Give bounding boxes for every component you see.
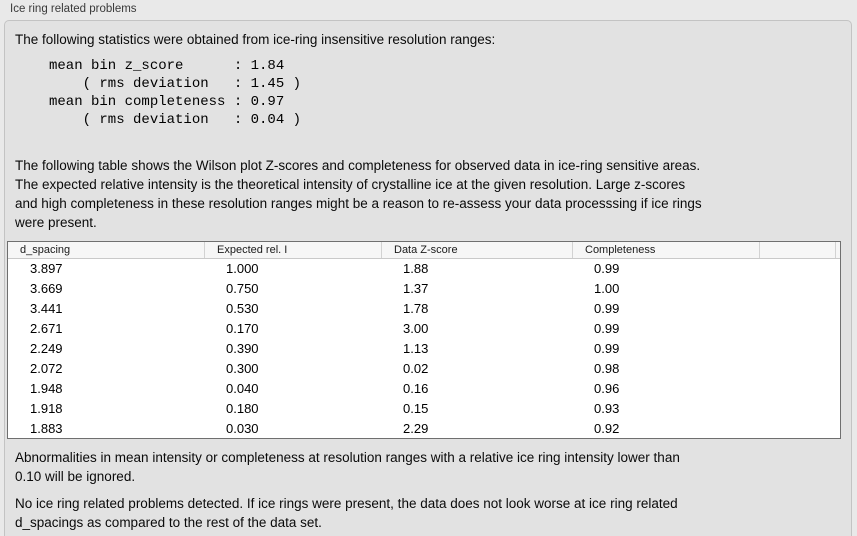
table-cell: 1.00 <box>594 281 620 296</box>
table-cell: 3.00 <box>403 321 429 336</box>
table-cell: 2.29 <box>403 421 429 436</box>
table-cell: 0.040 <box>226 381 259 396</box>
table-cell <box>835 319 840 339</box>
table-cell <box>759 299 835 319</box>
table-cell: 1.37 <box>403 281 429 296</box>
table-description-text: The following table shows the Wilson plo… <box>15 158 702 230</box>
table-row[interactable]: 3.669 0.750 1.37 1.00 <box>8 279 840 299</box>
table-cell: 3.441 <box>30 301 63 316</box>
column-header-data-z-score[interactable]: Data Z-score <box>381 242 572 258</box>
table-cell: 0.390 <box>226 341 259 356</box>
table-cell <box>835 419 840 438</box>
table-cell <box>835 299 840 319</box>
table-cell <box>835 379 840 399</box>
table-cell: 0.530 <box>226 301 259 316</box>
column-header-empty <box>835 242 840 258</box>
table-cell <box>835 359 840 379</box>
table-cell: 0.96 <box>594 381 620 396</box>
table-cell: 3.669 <box>30 281 63 296</box>
table-cell: 0.98 <box>594 361 620 376</box>
table-cell: 2.249 <box>30 341 63 356</box>
column-header-expected-rel-i[interactable]: Expected rel. I <box>204 242 381 258</box>
intro-text: The following statistics were obtained f… <box>15 32 496 47</box>
table-cell: 0.170 <box>226 321 259 336</box>
table-cell <box>835 339 840 359</box>
mean-bin-stats-block: mean bin z_score : 1.84 ( rms deviation … <box>49 58 302 128</box>
ice-ring-groupbox: The following statistics were obtained f… <box>4 20 852 536</box>
table-cell <box>759 379 835 399</box>
table-row[interactable]: 2.249 0.390 1.13 0.99 <box>8 339 840 359</box>
table-cell: 0.750 <box>226 281 259 296</box>
table-row[interactable]: 2.671 0.170 3.00 0.99 <box>8 319 840 339</box>
table-cell: 0.99 <box>594 321 620 336</box>
table-cell: 1.13 <box>403 341 429 356</box>
table-cell: 1.948 <box>30 381 63 396</box>
table-cell: 2.072 <box>30 361 63 376</box>
column-header-empty <box>759 242 835 258</box>
table-cell: 0.99 <box>594 341 620 356</box>
conclusion-text: No ice ring related problems detected. I… <box>15 496 678 530</box>
table-cell: 2.671 <box>30 321 63 336</box>
table-cell <box>835 399 840 419</box>
table-row[interactable]: 3.897 1.000 1.88 0.99 <box>8 259 840 279</box>
table-cell: 1.000 <box>226 261 259 276</box>
table-cell: 1.918 <box>30 401 63 416</box>
table-cell: 0.99 <box>594 261 620 276</box>
table-cell: 0.93 <box>594 401 620 416</box>
table-cell: 0.16 <box>403 381 429 396</box>
ice-ring-table: d_spacing Expected rel. I Data Z-score C… <box>7 241 841 439</box>
table-row[interactable]: 1.918 0.180 0.15 0.93 <box>8 399 840 419</box>
table-cell <box>759 419 835 438</box>
table-cell: 0.300 <box>226 361 259 376</box>
column-header-completeness[interactable]: Completeness <box>572 242 759 258</box>
table-body: 3.897 1.000 1.88 0.99 3.669 0.750 1.37 1.00 3.44… <box>8 259 840 438</box>
table-cell: 1.88 <box>403 261 429 276</box>
table-row[interactable]: 1.883 0.030 2.29 0.92 <box>8 419 840 438</box>
column-header-d-spacing[interactable]: d_spacing <box>20 244 71 256</box>
table-cell: 1.883 <box>30 421 63 436</box>
table-cell <box>759 339 835 359</box>
table-cell: 0.15 <box>403 401 429 416</box>
table-cell <box>835 279 840 299</box>
table-cell <box>835 259 840 279</box>
table-cell: 0.180 <box>226 401 259 416</box>
table-cell: 1.78 <box>403 301 429 316</box>
table-row[interactable]: 1.948 0.040 0.16 0.96 <box>8 379 840 399</box>
table-row[interactable]: 3.441 0.530 1.78 0.99 <box>8 299 840 319</box>
groupbox-title: Ice ring related problems <box>10 3 137 15</box>
table-cell <box>759 259 835 279</box>
table-header-row: d_spacing Expected rel. I Data Z-score C… <box>8 242 840 259</box>
table-cell <box>759 359 835 379</box>
table-cell: 0.99 <box>594 301 620 316</box>
table-row[interactable]: 2.072 0.300 0.02 0.98 <box>8 359 840 379</box>
table-cell <box>759 279 835 299</box>
table-cell: 3.897 <box>30 261 63 276</box>
ignore-note-text: Abnormalities in mean intensity or compl… <box>15 450 680 484</box>
table-cell: 0.02 <box>403 361 429 376</box>
table-cell <box>759 319 835 339</box>
table-cell: 0.92 <box>594 421 620 436</box>
table-cell: 0.030 <box>226 421 259 436</box>
table-cell <box>759 399 835 419</box>
